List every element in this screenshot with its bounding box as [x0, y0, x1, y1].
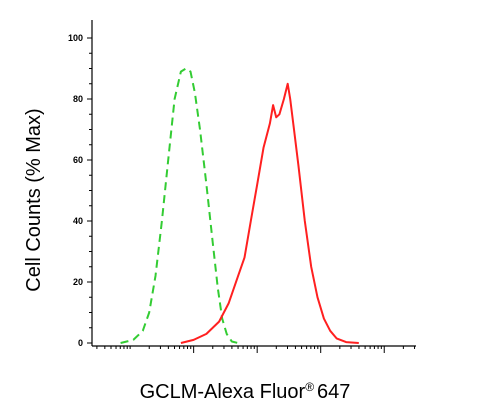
y-tick-label: 40 [73, 216, 83, 226]
x-axis-title-main: GCLM-Alexa Fluor [140, 381, 306, 403]
y-tick-label: 20 [73, 277, 83, 287]
y-tick-label: 80 [73, 94, 83, 104]
x-axis-title-suffix: 647 [317, 381, 350, 403]
x-axis-ticks [96, 346, 416, 353]
x-axis-title: GCLM-Alexa Fluor® 647 [140, 380, 351, 403]
y-axis-title: Cell Counts (% Max) [23, 108, 45, 291]
y-tick-label: 60 [73, 155, 83, 165]
x-axis-title-superscript: ® [305, 380, 314, 394]
histogram-series-2 [180, 82, 359, 344]
histogram-series [120, 67, 359, 344]
y-tick-label: 100 [68, 33, 83, 43]
histogram-series-1 [120, 67, 239, 344]
y-tick-label: 0 [78, 338, 83, 348]
y-axis-ticks: 0 20 40 60 80 100 [68, 33, 92, 348]
